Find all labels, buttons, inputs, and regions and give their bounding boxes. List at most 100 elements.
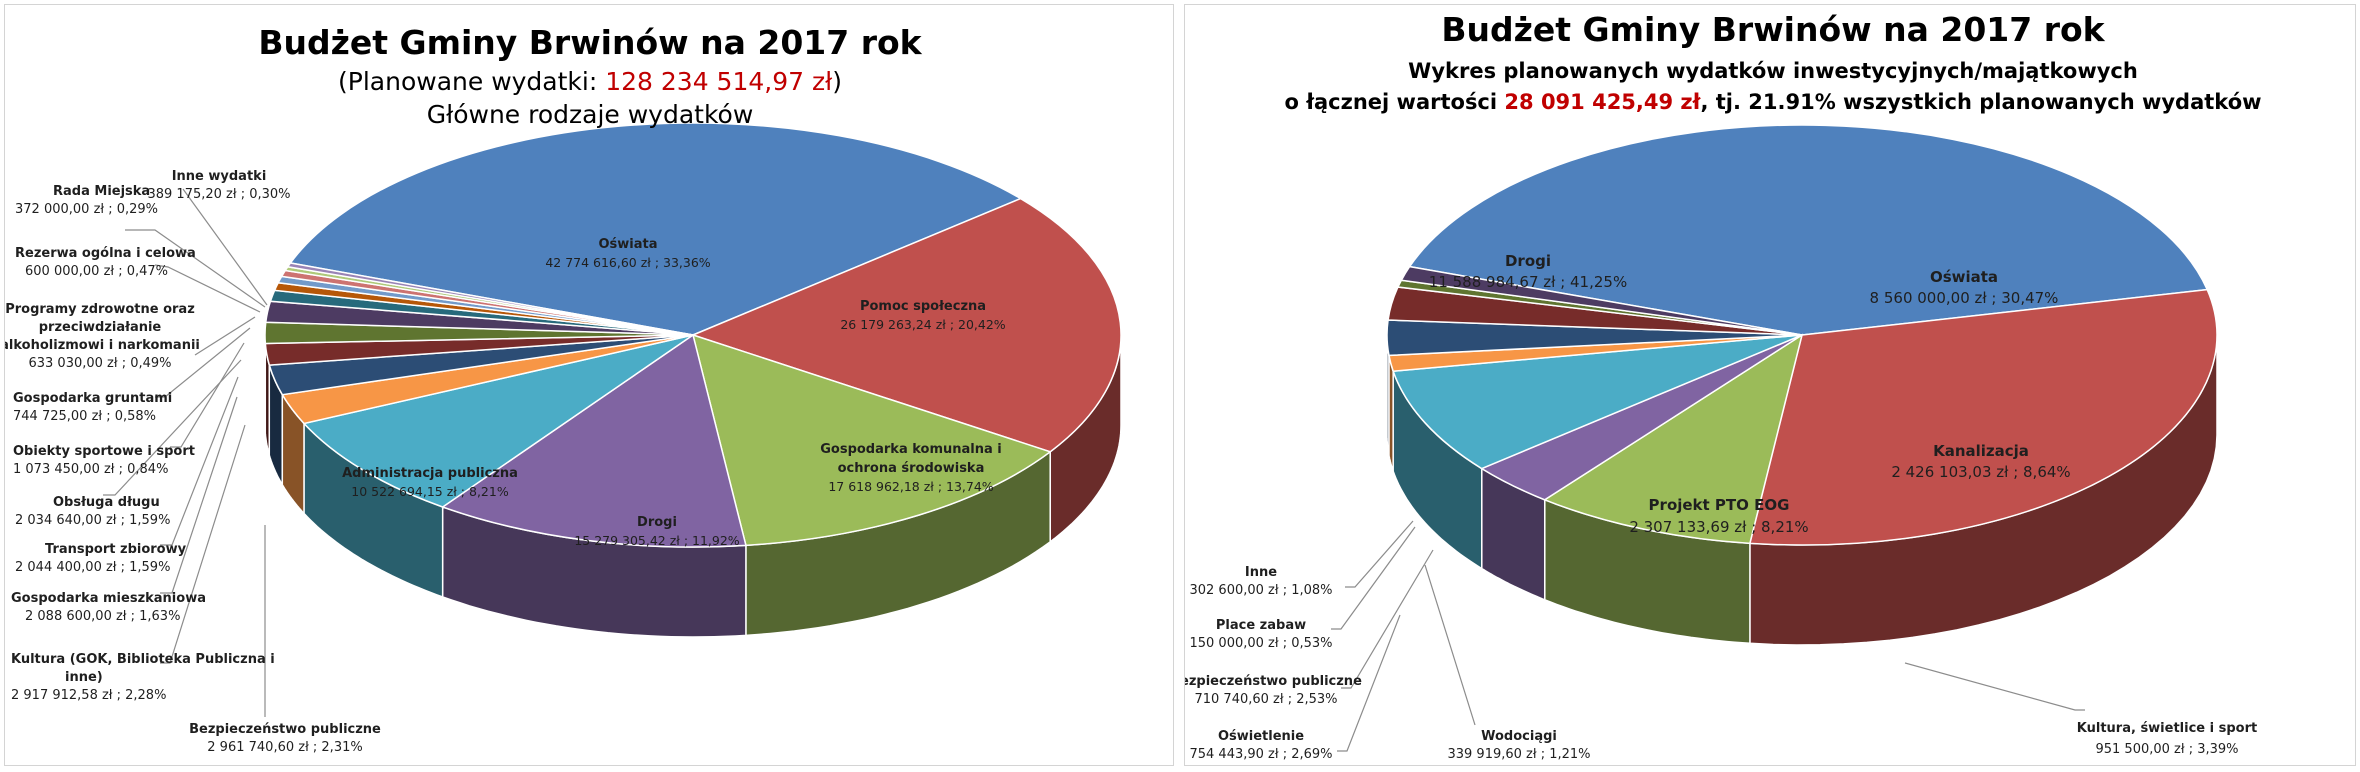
svg-text:2 917 912,58 zł ; 2,28%: 2 917 912,58 zł ; 2,28% xyxy=(11,688,166,703)
svg-text:Inne wydatki: Inne wydatki xyxy=(172,169,267,184)
chart-title: Budżet Gminy Brwinów na 2017 rok xyxy=(1441,10,2105,49)
svg-text:Drogi: Drogi xyxy=(637,515,677,530)
svg-text:1 073 450,00 zł ; 0,84%: 1 073 450,00 zł ; 0,84% xyxy=(13,462,168,477)
svg-text:Place zabaw: Place zabaw xyxy=(1216,618,1306,633)
leader-lines-total xyxy=(103,188,268,717)
svg-text:11 588 984,67 zł ; 41,25%: 11 588 984,67 zł ; 41,25% xyxy=(1429,273,1627,291)
svg-text:17 618 962,18 zł ; 13,74%: 17 618 962,18 zł ; 13,74% xyxy=(828,479,993,494)
leader-lines-investment xyxy=(1331,520,2085,752)
svg-text:Programy zdrowotne oraz: Programy zdrowotne oraz xyxy=(5,302,195,317)
slice-label-pomoc-spoleczna: Pomoc społeczna 26 179 263,24 zł ; 20,42… xyxy=(840,299,1005,332)
pie-chart-investment: Budżet Gminy Brwinów na 2017 rok Wykres … xyxy=(1185,10,2262,762)
svg-text:302 600,00 zł ; 1,08%: 302 600,00 zł ; 1,08% xyxy=(1189,583,1332,598)
svg-text:Rada Miejska: Rada Miejska xyxy=(53,184,150,199)
svg-text:inne): inne) xyxy=(65,670,103,685)
svg-text:Kultura (GOK, Biblioteka Publi: Kultura (GOK, Biblioteka Publiczna i xyxy=(11,652,275,667)
svg-text:Gospodarka mieszkaniowa: Gospodarka mieszkaniowa xyxy=(11,591,206,606)
pie-slice-pomoc-spoleczna xyxy=(690,197,1122,453)
chart-subtitle: (Planowane wydatki: 128 234 514,97 zł) xyxy=(338,67,842,96)
outer-label-rezerwa: Rezerwa ogólna i celowa 600 000,00 zł ; … xyxy=(15,246,196,279)
outer-label-oswietlenie: Oświetlenie 754 443,90 zł ; 2,69% xyxy=(1189,729,1332,762)
chart-subtitle-2: o łącznej wartości 28 091 425,49 zł, tj.… xyxy=(1284,90,2261,114)
svg-text:alkoholizmowi i narkomanii: alkoholizmowi i narkomanii xyxy=(5,338,200,353)
chart-subtitle-2: Główne rodzaje wydatków xyxy=(427,100,754,129)
pie-slice-projekt-pto-eog xyxy=(1392,334,1803,470)
slice-label-drogi: Drogi 11 588 984,67 zł ; 41,25% xyxy=(1429,252,1627,291)
outer-label-inne-wydatki: Inne wydatki 389 175,20 zł ; 0,30% xyxy=(147,169,290,202)
svg-text:372 000,00 zł ; 0,29%: 372 000,00 zł ; 0,29% xyxy=(15,202,158,217)
investment-total-value: 28 091 425,49 zł xyxy=(1504,90,1701,114)
outer-label-obiekty-sportowe: Obiekty sportowe i sport 1 073 450,00 zł… xyxy=(13,444,195,477)
svg-text:Rezerwa ogólna i celowa: Rezerwa ogólna i celowa xyxy=(15,246,196,261)
total-expenses-value: 128 234 514,97 zł xyxy=(605,67,833,96)
svg-text:Projekt PTO EOG: Projekt PTO EOG xyxy=(1649,496,1790,514)
svg-text:633 030,00 zł ; 0,49%: 633 030,00 zł ; 0,49% xyxy=(28,356,171,371)
slice-label-drogi: Drogi 15 279 305,42 zł ; 11,92% xyxy=(574,515,739,548)
svg-text:Obsługa długu: Obsługa długu xyxy=(53,495,160,510)
pie-slice-drogi xyxy=(1408,124,2209,336)
outer-label-inne: Inne 302 600,00 zł ; 1,08% xyxy=(1189,565,1332,598)
outer-label-kultura: Kultura (GOK, Biblioteka Publiczna i inn… xyxy=(11,652,275,703)
svg-text:600 000,00 zł ; 0,47%: 600 000,00 zł ; 0,47% xyxy=(25,264,168,279)
svg-text:ochrona środowiska: ochrona środowiska xyxy=(838,461,985,476)
pie-slice-oswiata xyxy=(1748,288,2218,546)
svg-text:710 740,60 zł ; 2,53%: 710 740,60 zł ; 2,53% xyxy=(1194,692,1337,707)
pie-slice-kanalizacja xyxy=(1543,333,1804,545)
outer-label-wodociagi: Wodociągi 339 919,60 zł ; 1,21% xyxy=(1447,729,1590,762)
svg-text:339 919,60 zł ; 1,21%: 339 919,60 zł ; 1,21% xyxy=(1447,747,1590,762)
svg-text:150 000,00 zł ; 0,53%: 150 000,00 zł ; 0,53% xyxy=(1189,636,1332,651)
svg-text:26 179 263,24 zł ; 20,42%: 26 179 263,24 zł ; 20,42% xyxy=(840,317,1005,332)
svg-text:2 034 640,00 zł ; 1,59%: 2 034 640,00 zł ; 1,59% xyxy=(15,513,170,528)
slice-label-kanalizacja: Kanalizacja 2 426 103,03 zł ; 8,64% xyxy=(1891,442,2070,481)
svg-text:2 088 600,00 zł ; 1,63%: 2 088 600,00 zł ; 1,63% xyxy=(25,609,180,624)
svg-text:Gospodarka komunalna i: Gospodarka komunalna i xyxy=(820,442,1002,457)
svg-text:389 175,20 zł ; 0,30%: 389 175,20 zł ; 0,30% xyxy=(147,187,290,202)
svg-text:przeciwdziałanie: przeciwdziałanie xyxy=(39,320,162,335)
outer-label-gospodarka-mieszkaniowa: Gospodarka mieszkaniowa 2 088 600,00 zł … xyxy=(11,591,206,624)
svg-text:951 500,00 zł ; 3,39%: 951 500,00 zł ; 3,39% xyxy=(2095,742,2238,757)
svg-text:744 725,00 zł ; 0,58%: 744 725,00 zł ; 0,58% xyxy=(13,409,156,424)
slice-label-administracja: Administracja publiczna 10 522 694,15 zł… xyxy=(342,466,518,499)
outer-label-obsluga-dlugu: Obsługa długu 2 034 640,00 zł ; 1,59% xyxy=(15,495,170,528)
pie-slice-inne-wydatki xyxy=(286,262,694,336)
svg-text:754 443,90 zł ; 2,69%: 754 443,90 zł ; 2,69% xyxy=(1189,747,1332,762)
chart-panel-total-expenses: Budżet Gminy Brwinów na 2017 rok (Planow… xyxy=(4,4,1174,766)
svg-text:Pomoc społeczna: Pomoc społeczna xyxy=(860,299,986,314)
svg-text:Kultura, świetlice i sport: Kultura, świetlice i sport xyxy=(2077,721,2257,736)
svg-text:Oświata: Oświata xyxy=(1930,268,1998,286)
pie-slices-investment xyxy=(1386,124,2218,646)
svg-text:Inne: Inne xyxy=(1245,565,1277,580)
svg-text:2 307 133,69 zł ; 8,21%: 2 307 133,69 zł ; 8,21% xyxy=(1629,518,1808,536)
chart-title: Budżet Gminy Brwinów na 2017 rok xyxy=(258,23,922,62)
svg-text:2 961 740,60 zł ; 2,31%: 2 961 740,60 zł ; 2,31% xyxy=(207,740,362,755)
pie-slice-inne xyxy=(1400,265,1803,336)
svg-text:10 522 694,15 zł ; 8,21%: 10 522 694,15 zł ; 8,21% xyxy=(351,484,509,499)
outer-label-gospodarka-gruntami: Gospodarka gruntami 744 725,00 zł ; 0,58… xyxy=(13,391,172,424)
pie-slice-administracja-publiczna xyxy=(302,334,694,508)
svg-text:2 044 400,00 zł ; 1,59%: 2 044 400,00 zł ; 1,59% xyxy=(15,560,170,575)
slice-label-projekt-pto-eog: Projekt PTO EOG 2 307 133,69 zł ; 8,21% xyxy=(1629,496,1808,536)
chart-subtitle: Wykres planowanych wydatków inwestycyjny… xyxy=(1408,59,2138,83)
svg-text:Bezpieczeństwo publiczne: Bezpieczeństwo publiczne xyxy=(1185,674,1362,689)
outer-label-kultura-swietlice-sport: Kultura, świetlice i sport 951 500,00 zł… xyxy=(2077,721,2257,757)
svg-text:Obiekty sportowe i sport: Obiekty sportowe i sport xyxy=(13,444,195,459)
svg-text:Administracja publiczna: Administracja publiczna xyxy=(342,466,518,481)
svg-text:Bezpieczeństwo publiczne: Bezpieczeństwo publiczne xyxy=(189,722,381,737)
pie-slices-total xyxy=(264,122,1122,638)
svg-text:Kanalizacja: Kanalizacja xyxy=(1933,442,2029,460)
slice-label-oswiata: Oświata 42 774 616,60 zł ; 33,36% xyxy=(545,237,710,270)
svg-text:8 560 000,00 zł ; 30,47%: 8 560 000,00 zł ; 30,47% xyxy=(1870,289,2059,307)
slice-label-gospodarka-komunalna: Gospodarka komunalna i ochrona środowisk… xyxy=(820,442,1002,494)
outer-label-place-zabaw: Place zabaw 150 000,00 zł ; 0,53% xyxy=(1189,618,1332,651)
slice-label-oswiata: Oświata 8 560 000,00 zł ; 30,47% xyxy=(1870,268,2059,307)
chart-panel-investment-expenses: Budżet Gminy Brwinów na 2017 rok Wykres … xyxy=(1184,4,2356,766)
svg-text:Drogi: Drogi xyxy=(1505,252,1551,270)
pie-slice-drogi xyxy=(441,333,747,548)
outer-label-rada-miejska: Rada Miejska 372 000,00 zł ; 0,29% xyxy=(15,184,158,217)
svg-text:2 426 103,03 zł ; 8,64%: 2 426 103,03 zł ; 8,64% xyxy=(1891,463,2070,481)
svg-text:42 774 616,60 zł ; 33,36%: 42 774 616,60 zł ; 33,36% xyxy=(545,255,710,270)
pie-slice-oswiata xyxy=(289,122,1023,336)
outer-label-bezpieczenstwo: Bezpieczeństwo publiczne 2 961 740,60 zł… xyxy=(189,722,381,755)
outer-label-programy-zdrowotne: Programy zdrowotne oraz przeciwdziałanie… xyxy=(5,302,200,371)
pie-chart-total: Budżet Gminy Brwinów na 2017 rok (Planow… xyxy=(5,23,1122,755)
